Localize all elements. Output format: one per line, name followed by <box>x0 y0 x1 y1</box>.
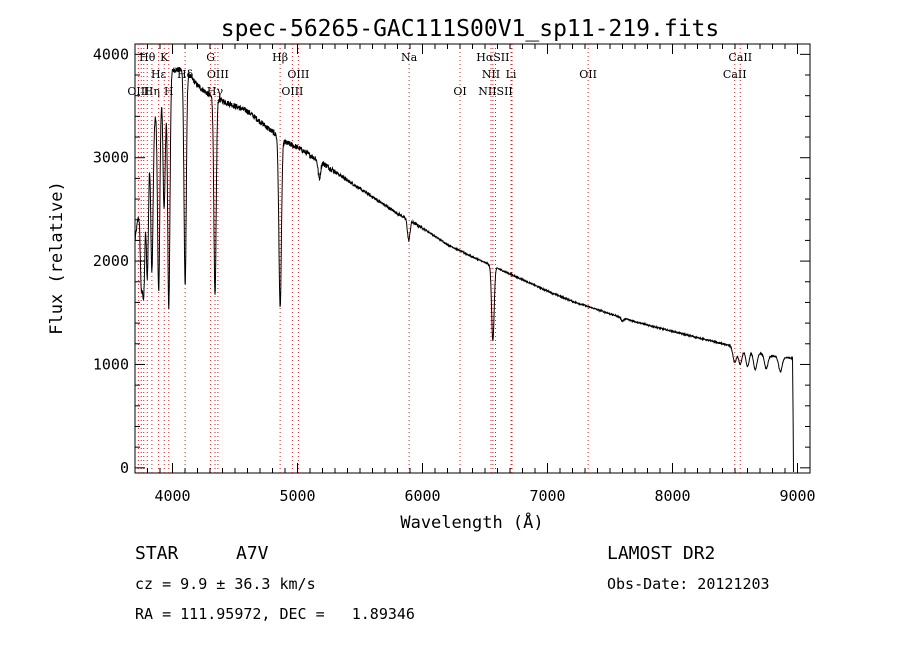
x-tick-label: 9000 <box>779 487 815 505</box>
x-tick-label: 8000 <box>654 487 690 505</box>
object-subclass: A7V <box>236 543 269 564</box>
spectral-line-label: Hγ <box>207 85 224 98</box>
x-tick-label: 6000 <box>404 487 440 505</box>
y-tick-label: 1000 <box>93 355 129 373</box>
spectral-line-label: Na <box>401 51 418 64</box>
x-axis-label: Wavelength (Å) <box>400 511 543 533</box>
spectral-line-label: CaII <box>728 51 752 64</box>
spectral-line-label: OIII <box>127 85 149 98</box>
spectral-line-label: CaII <box>723 68 747 81</box>
y-tick-label: 0 <box>120 459 129 477</box>
spectral-line-label: Hε <box>151 68 167 81</box>
x-tick-label: 4000 <box>154 487 190 505</box>
spectral-line-label: NIISII <box>478 85 513 98</box>
spectral-line-label: Hβ <box>272 51 288 64</box>
spectral-line-label: OIII <box>207 68 229 81</box>
spectral-line-label: HαSII <box>476 51 509 64</box>
spectral-line-label: OIII <box>287 68 309 81</box>
chart-title: spec-56265-GAC111S00V1_sp11-219.fits <box>221 16 720 42</box>
y-tick-label: 2000 <box>93 252 129 270</box>
redshift-value: cz = 9.9 ± 36.3 km/s <box>135 575 316 593</box>
spectral-line-label: OIII <box>281 85 303 98</box>
spectrum-trace <box>135 67 794 473</box>
plot-frame <box>134 43 811 474</box>
spectral-line-label: OI <box>453 85 466 98</box>
obs-date: Obs-Date: 20121203 <box>607 575 770 593</box>
x-tick-label: 5000 <box>279 487 315 505</box>
y-axis-label: Flux (relative) <box>47 181 67 335</box>
spectral-line-label: G <box>206 51 215 64</box>
x-tick-label: 7000 <box>529 487 565 505</box>
spectral-line-label: Hθ <box>139 51 156 64</box>
spectral-line-label: OII <box>579 68 597 81</box>
coordinates: RA = 111.95972, DEC = 1.89346 <box>135 605 415 623</box>
y-axis-ticks: 0 1000 2000 3000 4000 <box>93 45 810 477</box>
x-axis-ticks: 4000 5000 6000 7000 8000 9000 <box>147 44 816 505</box>
y-tick-label: 4000 <box>93 45 129 63</box>
spectral-line-label: Hη <box>144 85 160 98</box>
y-tick-label: 3000 <box>93 149 129 167</box>
spectral-line-label: Li <box>506 68 517 81</box>
spectral-line-label: NII <box>482 68 500 81</box>
survey-name: LAMOST DR2 <box>607 543 715 564</box>
spectral-line-label: H <box>164 85 174 98</box>
spectral-line-label: K <box>160 51 169 64</box>
object-class: STAR <box>135 543 179 564</box>
spectral-marker-lines <box>137 44 741 473</box>
